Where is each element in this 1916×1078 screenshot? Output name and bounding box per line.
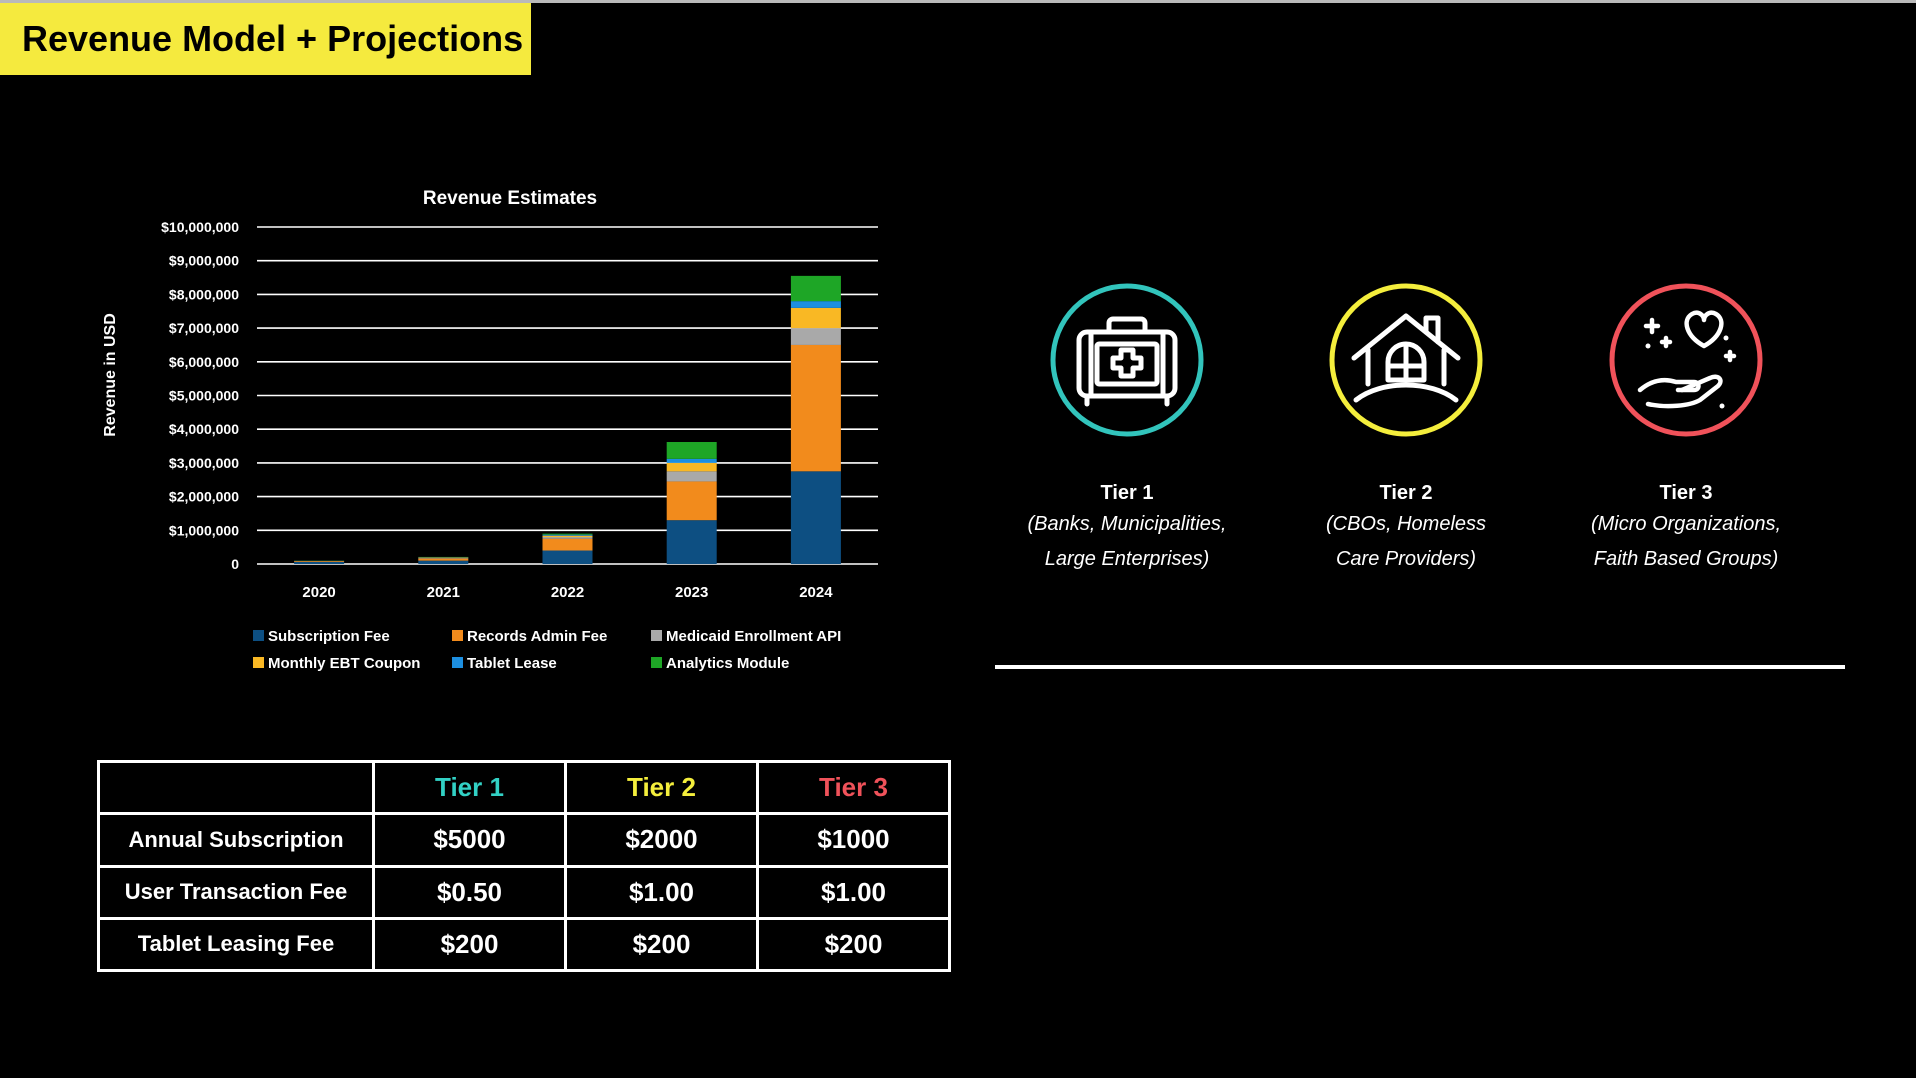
tier-3-desc-line1: (Micro Organizations,	[1590, 513, 1782, 535]
legend-label: Monthly EBT Coupon	[268, 655, 420, 672]
bar-segment	[666, 462, 717, 472]
table-cell: $2000	[564, 812, 759, 868]
legend-label: Tablet Lease	[467, 655, 557, 672]
y-tick-label: $9,000,000	[169, 253, 239, 269]
bar-segment	[790, 307, 841, 329]
legend-label: Records Admin Fee	[467, 628, 607, 645]
table-row: User Transaction Fee $0.50 $1.00 $1.00	[97, 864, 951, 920]
y-tick-label: $1,000,000	[169, 522, 239, 538]
medical-kit-icon	[1050, 283, 1204, 437]
tier-3-card: Tier 3 (Micro Organizations, Faith Based…	[1546, 280, 1826, 575]
tier-2-desc-line1: (CBOs, Homeless	[1325, 513, 1487, 535]
bar-segment	[418, 560, 469, 564]
tier-3-header: Tier 3	[756, 759, 951, 816]
y-tick-label: $2,000,000	[169, 489, 239, 505]
x-tick-label: 2022	[551, 584, 584, 601]
table-cell: $200	[564, 916, 759, 973]
y-tick-label: $6,000,000	[169, 354, 239, 370]
legend-swatch	[253, 630, 264, 641]
house-icon	[1329, 283, 1483, 437]
top-border	[0, 0, 1916, 3]
legend-label: Medicaid Enrollment API	[666, 628, 841, 645]
bar-segment	[790, 275, 841, 302]
legend-swatch	[452, 657, 463, 668]
legend-label: Analytics Module	[666, 655, 789, 672]
y-axis-label: Revenue in USD	[102, 313, 119, 437]
x-tick-label: 2024	[799, 584, 833, 601]
bar-segment	[666, 471, 717, 482]
table-cell: $0.50	[372, 864, 567, 920]
table-corner-cell	[97, 759, 375, 816]
legend-swatch	[452, 630, 463, 641]
bar-segment	[542, 550, 593, 564]
tier-1-header: Tier 1	[372, 759, 567, 816]
y-tick-label: $8,000,000	[169, 286, 239, 302]
y-tick-label: $3,000,000	[169, 455, 239, 471]
bar-segment	[666, 481, 717, 521]
pricing-table: Tier 1 Tier 2 Tier 3 Annual Subscription…	[97, 759, 951, 973]
bar-segment	[294, 561, 345, 564]
bar-segment	[542, 533, 593, 535]
table-cell: $1.00	[564, 864, 759, 920]
bar-segment	[418, 558, 469, 559]
bar-segment	[790, 328, 841, 345]
x-tick-label: 2021	[427, 584, 460, 601]
bar-segment	[790, 471, 841, 564]
chart-title: Revenue Estimates	[423, 188, 597, 209]
table-header-row: Tier 1 Tier 2 Tier 3	[97, 759, 951, 816]
row-label: Tablet Leasing Fee	[97, 916, 375, 973]
table-cell: $1.00	[756, 864, 951, 920]
tier-2-header: Tier 2	[564, 759, 759, 816]
table-cell: $1000	[756, 812, 951, 868]
tier-2-card: Tier 2 (CBOs, Homeless Care Providers)	[1266, 280, 1546, 575]
section-divider	[995, 665, 1845, 669]
table-cell: $5000	[372, 812, 567, 868]
table-row: Tablet Leasing Fee $200 $200 $200	[97, 916, 951, 973]
tier-3-desc-line2: Faith Based Groups)	[1593, 548, 1779, 570]
bar-segment	[294, 561, 345, 562]
y-tick-label: $5,000,000	[169, 388, 239, 404]
y-tick-label: $10,000,000	[161, 219, 239, 235]
y-tick-label: $4,000,000	[169, 421, 239, 437]
row-label: Annual Subscription	[97, 812, 375, 868]
bar-segment	[666, 442, 717, 459]
row-label: User Transaction Fee	[97, 864, 375, 920]
legend-swatch	[651, 657, 662, 668]
bar-segment	[790, 344, 841, 472]
tier-2-desc-line2: Care Providers)	[1335, 548, 1477, 570]
tier-1-card: Tier 1 (Banks, Municipalities, Large Ent…	[987, 280, 1267, 575]
bar-segment	[666, 458, 717, 463]
bar-segment	[542, 534, 593, 536]
slide-title: Revenue Model + Projections	[0, 3, 531, 75]
heart-hand-icon	[1609, 283, 1763, 437]
tier-1-desc-line1: (Banks, Municipalities,	[1027, 513, 1227, 535]
table-cell: $200	[756, 916, 951, 973]
x-tick-label: 2023	[675, 584, 708, 601]
tier-3-name: Tier 3	[1659, 482, 1713, 504]
tier-1-name: Tier 1	[1100, 482, 1154, 504]
y-tick-label: 0	[231, 556, 239, 572]
bar-segment	[542, 535, 593, 538]
tier-1-desc-line2: Large Enterprises)	[1044, 548, 1210, 570]
legend-swatch	[253, 657, 264, 668]
tier-2-name: Tier 2	[1379, 482, 1433, 504]
y-tick-label: $7,000,000	[169, 320, 239, 336]
bar-segment	[418, 557, 469, 559]
table-row: Annual Subscription $5000 $2000 $1000	[97, 812, 951, 868]
revenue-chart: Revenue Estimates Revenue in USD 0 $1,000…	[102, 188, 878, 672]
bar-segment	[790, 301, 841, 308]
legend-label: Subscription Fee	[268, 628, 390, 645]
bar-segment	[542, 538, 593, 551]
legend-swatch	[651, 630, 662, 641]
x-tick-label: 2020	[302, 584, 335, 601]
bar-segment	[418, 558, 469, 561]
table-cell: $200	[372, 916, 567, 973]
bar-segment	[542, 537, 593, 539]
bar-segment	[666, 520, 717, 564]
